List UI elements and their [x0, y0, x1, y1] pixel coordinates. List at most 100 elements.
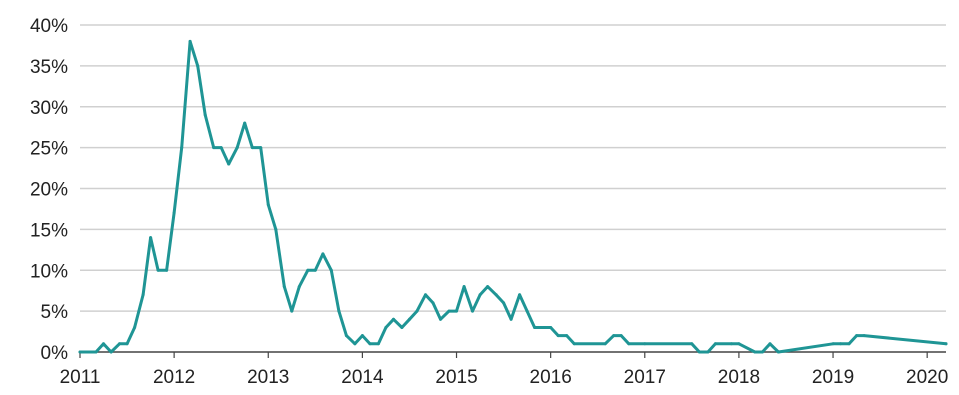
data-point — [266, 203, 270, 207]
data-point — [944, 342, 948, 346]
data-point — [259, 146, 263, 150]
data-point — [486, 285, 490, 289]
data-point — [518, 293, 522, 297]
x-tick-label: 2012 — [153, 367, 195, 388]
y-tick-label: 35% — [30, 57, 68, 78]
data-point — [329, 268, 333, 272]
data-point — [831, 342, 835, 346]
data-point — [368, 342, 372, 346]
data-point — [219, 146, 223, 150]
data-point — [737, 342, 741, 346]
data-point — [839, 342, 843, 346]
series-points-0 — [78, 39, 948, 354]
data-point — [525, 309, 529, 313]
x-tick-label: 2014 — [341, 367, 384, 388]
data-point — [376, 342, 380, 346]
data-point — [180, 146, 184, 150]
data-point — [172, 211, 176, 215]
x-tick-label: 2017 — [624, 367, 666, 388]
y-tick-label: 0% — [41, 343, 69, 364]
data-point — [572, 342, 576, 346]
data-point — [306, 268, 310, 272]
data-point — [603, 342, 607, 346]
x-tick-label: 2018 — [718, 367, 760, 388]
data-point — [360, 334, 364, 338]
data-point — [713, 342, 717, 346]
data-point — [235, 146, 239, 150]
data-point — [690, 342, 694, 346]
data-point — [109, 350, 113, 354]
data-point — [643, 342, 647, 346]
y-tick-label: 40% — [30, 16, 68, 37]
data-point — [384, 326, 388, 329]
data-point — [862, 334, 866, 338]
data-point — [227, 162, 231, 166]
data-point — [565, 334, 569, 338]
data-point — [502, 301, 506, 305]
x-tick-label: 2013 — [247, 367, 289, 388]
data-point — [855, 334, 859, 338]
data-point — [165, 268, 169, 272]
data-point — [439, 317, 442, 321]
data-point — [290, 309, 294, 313]
data-point — [541, 326, 545, 329]
data-point — [627, 342, 631, 346]
series-group — [78, 39, 948, 354]
x-tick-label: 2016 — [530, 367, 572, 388]
data-point — [250, 146, 254, 150]
data-point — [612, 334, 616, 338]
data-point — [619, 334, 623, 338]
data-point — [297, 285, 301, 289]
data-point — [753, 350, 757, 354]
data-point — [549, 326, 553, 329]
data-point — [149, 236, 153, 240]
data-point — [424, 293, 427, 297]
data-point — [556, 334, 560, 338]
data-point — [344, 334, 348, 338]
x-axis-tick-labels: 2011 2012 2013 2014 2015 2016 2017 2018 2019 2020 — [60, 367, 949, 388]
data-point — [729, 342, 733, 346]
x-tick-label: 2011 — [60, 367, 101, 388]
data-point — [274, 227, 278, 231]
data-point — [188, 39, 192, 43]
data-point — [243, 121, 247, 125]
data-point — [706, 350, 710, 354]
y-axis-tick-labels: 0% 5% 10% 15% 20% 25% 30% 35% 40% — [30, 16, 68, 364]
data-point — [471, 309, 474, 313]
data-point — [337, 309, 341, 313]
data-point — [196, 64, 200, 68]
data-point — [118, 342, 121, 346]
x-tick-label: 2019 — [812, 367, 854, 388]
y-tick-label: 15% — [30, 220, 68, 241]
data-point — [760, 350, 764, 354]
data-point — [509, 317, 513, 321]
data-point — [313, 268, 317, 272]
data-point — [102, 342, 105, 346]
data-point — [203, 113, 207, 117]
y-tick-label: 20% — [30, 180, 68, 201]
data-point — [431, 301, 435, 305]
data-point — [353, 342, 357, 346]
gridlines — [80, 24, 946, 312]
data-point — [494, 293, 498, 297]
data-point — [776, 350, 780, 354]
data-point — [768, 342, 772, 346]
data-point — [847, 342, 851, 346]
data-point — [697, 350, 701, 354]
y-tick-label: 10% — [30, 261, 68, 282]
data-point — [533, 326, 537, 329]
data-point — [408, 317, 411, 321]
data-point — [133, 326, 137, 329]
data-point — [141, 293, 145, 297]
y-tick-label: 25% — [30, 139, 68, 160]
data-point — [156, 268, 160, 272]
data-point — [447, 309, 451, 313]
data-point — [212, 146, 216, 150]
data-point — [78, 350, 82, 354]
y-tick-label: 30% — [30, 98, 68, 119]
x-axis-ticks — [79, 352, 928, 358]
data-point — [415, 309, 419, 313]
data-point — [400, 326, 404, 329]
data-point — [125, 342, 129, 346]
